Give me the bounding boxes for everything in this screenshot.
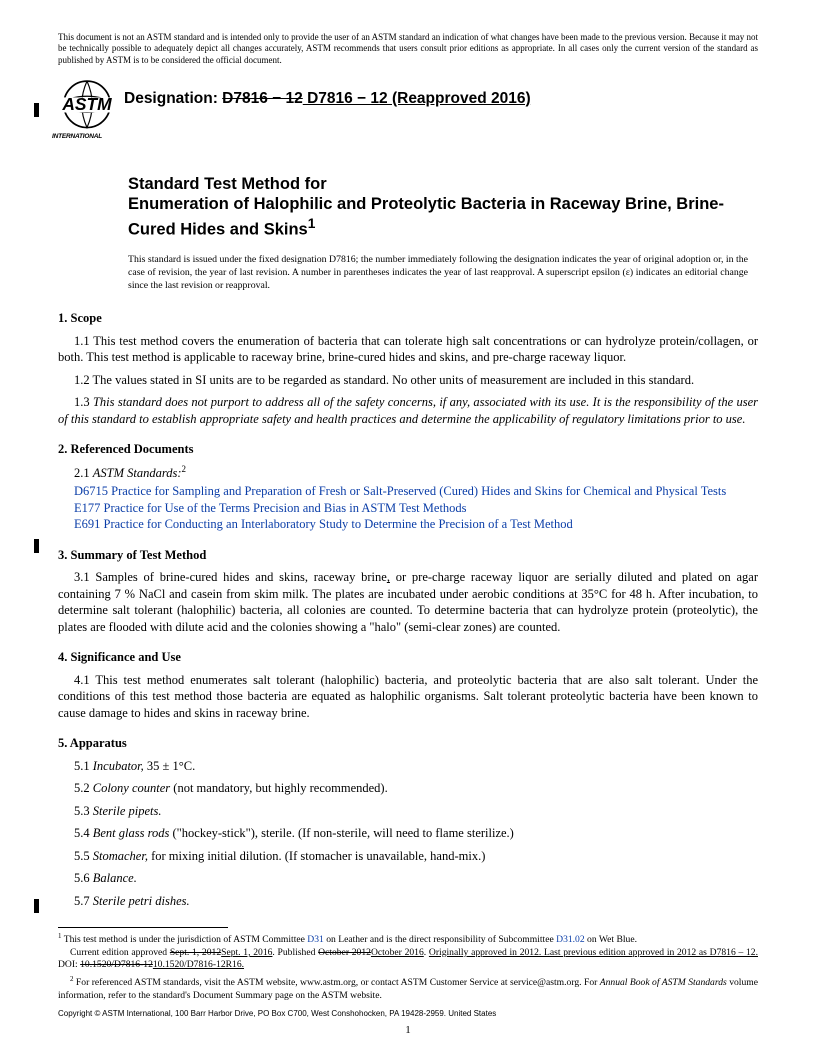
page: This document is not an ASTM standard an…: [0, 0, 816, 1056]
logo-label: INTERNATIONAL: [52, 133, 102, 140]
para-5-5: 5.5 Stomacher, for mixing initial diluti…: [58, 848, 758, 865]
body: 1. Scope 1.1 This test method covers the…: [58, 310, 758, 1002]
para-1-1: 1.1 This test method covers the enumerat…: [58, 333, 758, 366]
para-5-4: 5.4 Bent glass rods ("hockey-stick"), st…: [58, 825, 758, 842]
ref-e691: E691 Practice for Conducting an Interlab…: [74, 516, 758, 533]
ref-e177: E177 Practice for Use of the Terms Preci…: [74, 500, 758, 517]
para-1-2: 1.2 The values stated in SI units are to…: [58, 372, 758, 389]
para-5-1: 5.1 Incubator, 35 ± 1°C.: [58, 758, 758, 775]
para-5-6: 5.6 Balance.: [58, 870, 758, 887]
para-4-1: 4.1 This test method enumerates salt tol…: [58, 672, 758, 722]
footnote-1: 1 This test method is under the jurisdic…: [58, 932, 758, 971]
change-bar: [34, 103, 39, 117]
svg-text:ASTM: ASTM: [61, 94, 112, 114]
section-3-head: 3. Summary of Test Method: [58, 547, 758, 564]
para-5-7: 5.7 Sterile petri dishes.: [58, 893, 758, 910]
title-block: Standard Test Method for Enumeration of …: [128, 174, 748, 240]
para-2-1: 2.1 ASTM Standards:2: [58, 464, 758, 482]
section-5-head: 5. Apparatus: [58, 735, 758, 752]
issuance-note: This standard is issued under the fixed …: [128, 254, 748, 292]
ref-d6715: D6715 Practice for Sampling and Preparat…: [74, 483, 758, 500]
para-5-3: 5.3 Sterile pipets.: [58, 803, 758, 820]
change-bar: [34, 899, 39, 913]
copyright-line: Copyright © ASTM International, 100 Barr…: [58, 1009, 496, 1018]
title-footnote-ref: 1: [308, 216, 316, 231]
designation-new: D7816 − 12 (Reapproved 2016): [303, 90, 531, 107]
title-line1: Standard Test Method for: [128, 174, 748, 195]
section-1-head: 1. Scope: [58, 310, 758, 327]
footnote-rule: [58, 927, 228, 928]
page-number: 1: [0, 1024, 816, 1036]
section-4-head: 4. Significance and Use: [58, 649, 758, 666]
footnote-2: 2 For referenced ASTM standards, visit t…: [58, 975, 758, 1002]
designation-label: Designation:: [124, 90, 222, 107]
astm-logo: ASTM INTERNATIONAL: [58, 80, 116, 138]
section-2-head: 2. Referenced Documents: [58, 441, 758, 458]
designation-old: D7816 − 12: [222, 90, 303, 107]
title-line2: Enumeration of Halophilic and Proteolyti…: [128, 194, 748, 240]
para-1-3: 1.3 This standard does not purport to ad…: [58, 394, 758, 427]
top-disclaimer: This document is not an ASTM standard an…: [58, 32, 758, 66]
header-row: ASTM INTERNATIONAL Designation: D7816 − …: [58, 80, 758, 138]
change-bar: [34, 539, 39, 553]
designation: Designation: D7816 − 12 D7816 − 12 (Reap…: [124, 80, 531, 108]
para-3-1: 3.1 Samples of brine-cured hides and ski…: [58, 569, 758, 635]
para-5-2: 5.2 Colony counter (not mandatory, but h…: [58, 780, 758, 797]
